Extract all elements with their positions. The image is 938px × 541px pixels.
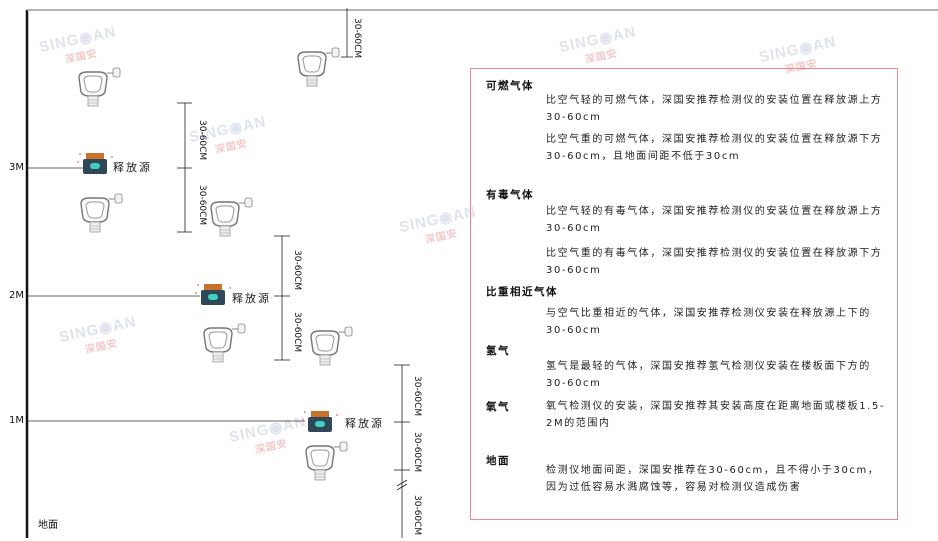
release-source-label: 释放源: [113, 161, 152, 174]
level-label-2m: 2M: [9, 290, 24, 301]
section-text: 与空气比重相近的气体，深国安推荐检测仪安装在释放源上下的30-60cm: [546, 308, 871, 336]
dimension-label: 30-60CM: [292, 250, 302, 291]
section-heading: 有毒气体: [486, 189, 534, 201]
section-heading: 可燃气体: [486, 80, 534, 92]
detector-icon: [305, 441, 348, 481]
section-text: 氧气检测仪的安装，深国安推荐其安装高度在距离地面或楼板1.5-2M的范围内: [546, 401, 886, 429]
section-heading: 地面: [486, 455, 510, 467]
release-source-label: 释放源: [345, 417, 384, 430]
dimension-label: 30-60CM: [412, 495, 422, 536]
detector-icon: [297, 47, 340, 87]
release-source-icon: [302, 411, 338, 432]
release-source-icon: [77, 153, 113, 174]
detector-icon: [78, 67, 121, 107]
release-source-label: 释放源: [232, 292, 271, 305]
dimension-label: 30-60CM: [352, 18, 362, 59]
section-text: 检测仪地面间距，深国安推荐在30-60cm，且不得小于30cm，因为过低容易水溅…: [546, 465, 880, 493]
dimension-label: 30-60CM: [292, 312, 302, 353]
section-heading: 氧气: [486, 401, 510, 413]
detector-icon: [310, 326, 353, 366]
dimension-label: 30-60CM: [197, 120, 207, 161]
section-text: 氢气是最轻的气体，深国安推荐氢气检测仪安装在楼板面下方的30-60cm: [546, 361, 871, 389]
level-label-1m: 1M: [9, 415, 24, 426]
dimension-label: 30-60CM: [412, 432, 422, 473]
dimension-label: 30-60CM: [197, 185, 207, 226]
ground-label: 地面: [38, 520, 58, 531]
dimension-label: 30-60CM: [412, 376, 422, 417]
section-text: 比空气重的有毒气体，深国安推荐检测仪的安装位置在释放源下方30-60cm: [546, 248, 883, 276]
section-text: 比空气轻的有毒气体，深国安推荐检测仪的安装位置在释放源上方30-60cm: [546, 206, 883, 234]
section-heading: 氢气: [486, 345, 510, 357]
section-text: 比空气重的可燃气体，深国安推荐检测仪的安装位置在释放源下方30-60cm，且地面…: [546, 134, 883, 162]
detector-icon: [210, 197, 253, 237]
section-text: 比空气轻的可燃气体，深国安推荐检测仪的安装位置在释放源上方30-60cm: [546, 95, 883, 123]
release-source-icon: [195, 284, 231, 305]
detector-icon: [80, 193, 123, 233]
guidelines-panel: 可燃气体 比空气轻的可燃气体，深国安推荐检测仪的安装位置在释放源上方30-60c…: [470, 68, 898, 520]
section-heading: 比重相近气体: [486, 286, 558, 298]
level-label-3m: 3M: [9, 162, 24, 173]
detector-icon: [203, 323, 246, 363]
